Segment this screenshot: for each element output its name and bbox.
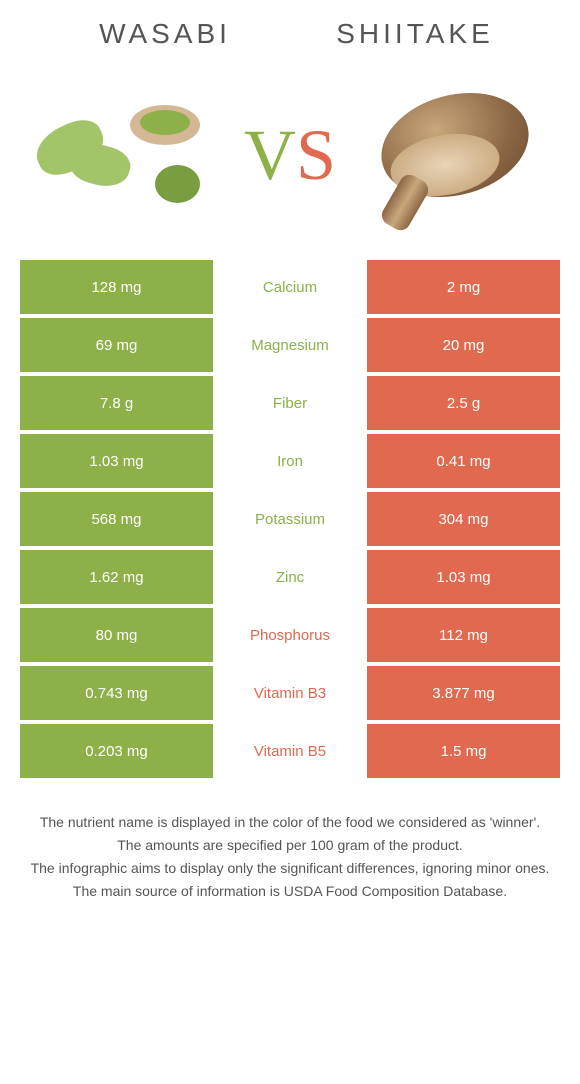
table-row: 568 mgPotassium304 mg [20,492,560,546]
table-row: 7.8 gFiber2.5 g [20,376,560,430]
value-right: 0.41 mg [367,434,560,488]
value-right: 20 mg [367,318,560,372]
footer-notes: The nutrient name is displayed in the co… [0,782,580,934]
comparison-table: 128 mgCalcium2 mg69 mgMagnesium20 mg7.8 … [20,260,560,778]
table-row: 1.03 mgIron0.41 mg [20,434,560,488]
nutrient-label: Potassium [213,492,367,546]
nutrient-label: Calcium [213,260,367,314]
table-row: 69 mgMagnesium20 mg [20,318,560,372]
table-row: 0.203 mgVitamin B51.5 mg [20,724,560,778]
value-right: 112 mg [367,608,560,662]
value-left: 7.8 g [20,376,213,430]
footer-line2: The amounts are specified per 100 gram o… [20,835,560,856]
value-right: 304 mg [367,492,560,546]
value-right: 1.5 mg [367,724,560,778]
table-row: 128 mgCalcium2 mg [20,260,560,314]
vs-text: VS [244,114,336,197]
nutrient-label: Fiber [213,376,367,430]
footer-line1: The nutrient name is displayed in the co… [20,812,560,833]
table-row: 0.743 mgVitamin B33.877 mg [20,666,560,720]
value-right: 2 mg [367,260,560,314]
table-row: 80 mgPhosphorus112 mg [20,608,560,662]
vs-v: V [244,114,296,197]
header: WASABI SHIITAKE [0,0,580,60]
vs-s: S [296,114,336,197]
value-right: 3.877 mg [367,666,560,720]
value-right: 1.03 mg [367,550,560,604]
nutrient-label: Vitamin B3 [213,666,367,720]
value-left: 128 mg [20,260,213,314]
images-row: VS [0,60,580,260]
value-left: 69 mg [20,318,213,372]
shiitake-image [350,75,550,235]
footer-line4: The main source of information is USDA F… [20,881,560,902]
nutrient-label: Iron [213,434,367,488]
value-left: 568 mg [20,492,213,546]
value-left: 80 mg [20,608,213,662]
food2-title: SHIITAKE [290,18,540,50]
value-left: 1.62 mg [20,550,213,604]
nutrient-label: Magnesium [213,318,367,372]
food1-title: WASABI [40,18,290,50]
nutrient-label: Vitamin B5 [213,724,367,778]
nutrient-label: Phosphorus [213,608,367,662]
nutrient-label: Zinc [213,550,367,604]
wasabi-image [30,75,230,235]
value-left: 0.203 mg [20,724,213,778]
value-right: 2.5 g [367,376,560,430]
footer-line3: The infographic aims to display only the… [20,858,560,879]
table-row: 1.62 mgZinc1.03 mg [20,550,560,604]
value-left: 1.03 mg [20,434,213,488]
value-left: 0.743 mg [20,666,213,720]
